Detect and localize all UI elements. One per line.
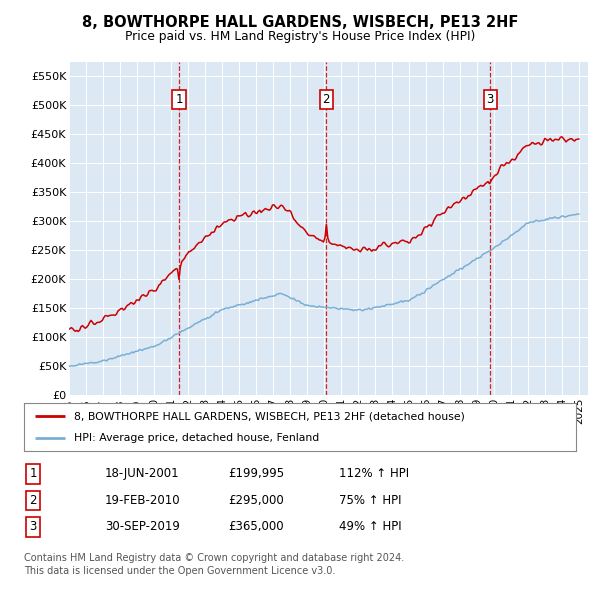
- Text: 75% ↑ HPI: 75% ↑ HPI: [339, 494, 401, 507]
- Text: 18-JUN-2001: 18-JUN-2001: [105, 467, 179, 480]
- Text: £365,000: £365,000: [228, 520, 284, 533]
- Text: 1: 1: [29, 467, 37, 480]
- Text: 30-SEP-2019: 30-SEP-2019: [105, 520, 180, 533]
- Text: 2: 2: [323, 93, 330, 106]
- Text: 49% ↑ HPI: 49% ↑ HPI: [339, 520, 401, 533]
- Text: 19-FEB-2010: 19-FEB-2010: [105, 494, 181, 507]
- Text: 112% ↑ HPI: 112% ↑ HPI: [339, 467, 409, 480]
- Text: £199,995: £199,995: [228, 467, 284, 480]
- Text: Price paid vs. HM Land Registry's House Price Index (HPI): Price paid vs. HM Land Registry's House …: [125, 30, 475, 43]
- Text: 8, BOWTHORPE HALL GARDENS, WISBECH, PE13 2HF: 8, BOWTHORPE HALL GARDENS, WISBECH, PE13…: [82, 15, 518, 30]
- Text: 3: 3: [487, 93, 494, 106]
- Text: 1: 1: [175, 93, 182, 106]
- Text: £295,000: £295,000: [228, 494, 284, 507]
- Text: HPI: Average price, detached house, Fenland: HPI: Average price, detached house, Fenl…: [74, 433, 319, 443]
- Text: 2: 2: [29, 494, 37, 507]
- Text: This data is licensed under the Open Government Licence v3.0.: This data is licensed under the Open Gov…: [24, 566, 335, 576]
- Text: 3: 3: [29, 520, 37, 533]
- Text: Contains HM Land Registry data © Crown copyright and database right 2024.: Contains HM Land Registry data © Crown c…: [24, 553, 404, 563]
- Text: 8, BOWTHORPE HALL GARDENS, WISBECH, PE13 2HF (detached house): 8, BOWTHORPE HALL GARDENS, WISBECH, PE13…: [74, 411, 464, 421]
